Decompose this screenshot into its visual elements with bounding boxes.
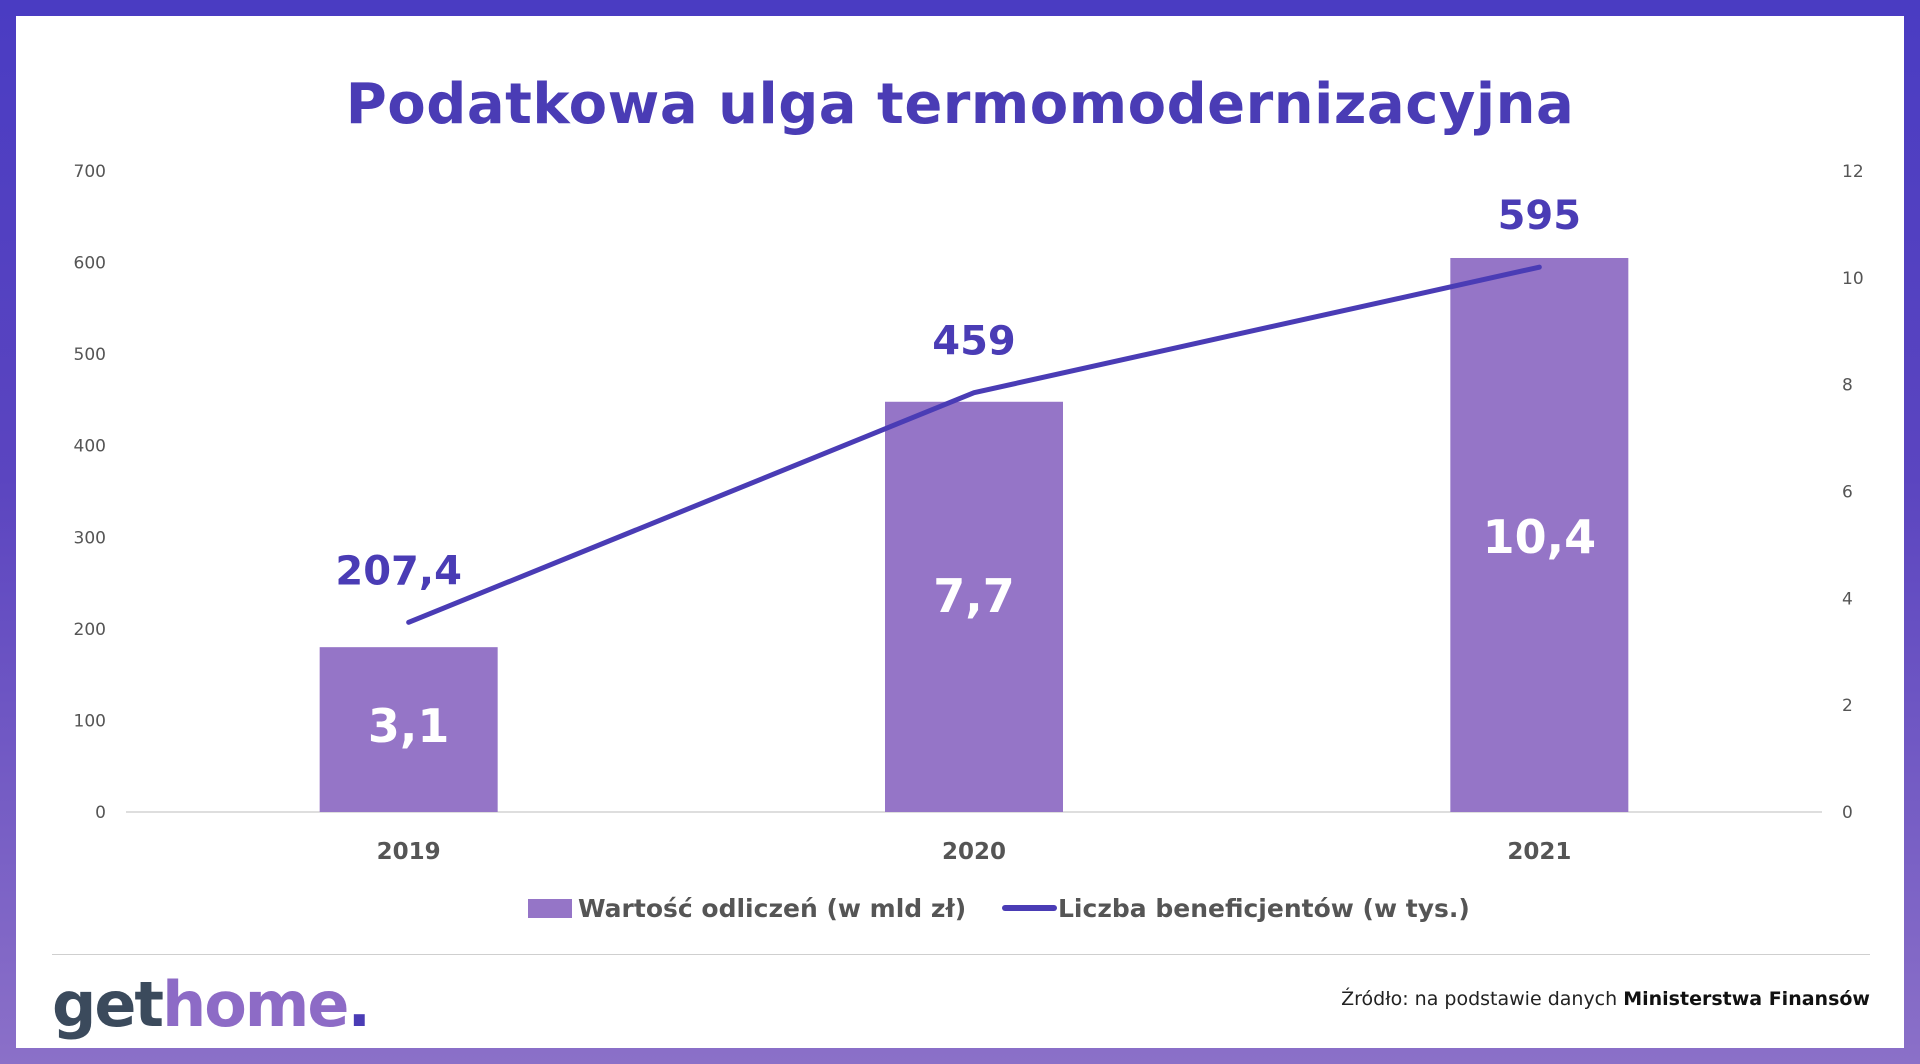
y-left-tick-label: 400 xyxy=(74,437,106,457)
y-left-tick-label: 700 xyxy=(74,162,106,182)
y-right-tick-label: 12 xyxy=(1842,162,1864,182)
legend-label-line: Liczba beneficjentów (w tys.) xyxy=(1058,894,1470,923)
logo-dot: . xyxy=(347,968,371,1041)
line-value-label: 595 xyxy=(1498,193,1582,239)
source-bold: Ministerstwa Finansów xyxy=(1623,988,1870,1010)
y-left-tick-label: 500 xyxy=(74,345,106,365)
y-left-tick-label: 600 xyxy=(74,254,106,274)
line-value-label: 459 xyxy=(932,319,1016,365)
footer-divider xyxy=(52,954,1870,955)
y-left-tick-label: 300 xyxy=(74,528,106,548)
combo-chart: 0 100 200 300 400 500 600 700 0 2 4 6 8 10 12 3,1 7,7 10,… xyxy=(74,162,1864,923)
y-right-tick-label: 8 xyxy=(1842,376,1853,396)
source-prefix: Źródło: na podstawie danych xyxy=(1341,988,1624,1010)
y-right-tick-label: 6 xyxy=(1842,483,1853,503)
x-tick-label: 2020 xyxy=(942,839,1006,865)
line-series xyxy=(406,264,1542,625)
bar-2019 xyxy=(319,647,498,812)
y-right-tick-label: 0 xyxy=(1842,803,1853,823)
y-left-tick-label: 100 xyxy=(74,711,106,731)
y-left-tick-label: 0 xyxy=(95,803,106,823)
legend-swatch-bars xyxy=(528,899,572,918)
y-left-tick-label: 200 xyxy=(74,620,106,640)
bar-value-label: 10,4 xyxy=(1483,510,1597,564)
source-note: Źródło: na podstawie danych Ministerstwa… xyxy=(1341,988,1870,1010)
logo-part-home: home xyxy=(162,968,349,1041)
bar-2020 xyxy=(885,401,1063,812)
bar-2021 xyxy=(1450,257,1629,812)
bar-value-label: 3,1 xyxy=(368,699,450,753)
gethome-logo[interactable]: gethome. xyxy=(52,968,371,1041)
page-title: Podatkowa ulga termomodernizacyjna xyxy=(345,72,1575,137)
y-right-tick-label: 10 xyxy=(1842,269,1864,289)
line-value-label: 207,4 xyxy=(335,548,462,594)
y-right-tick-label: 4 xyxy=(1842,589,1853,609)
y-right-tick-label: 2 xyxy=(1842,696,1853,716)
logo-part-get: get xyxy=(52,968,164,1041)
legend-label-bars: Wartość odliczeń (w mld zł) xyxy=(578,894,966,923)
x-tick-label: 2019 xyxy=(377,839,441,865)
x-tick-label: 2021 xyxy=(1507,839,1571,865)
bar-value-label: 7,7 xyxy=(933,569,1015,623)
